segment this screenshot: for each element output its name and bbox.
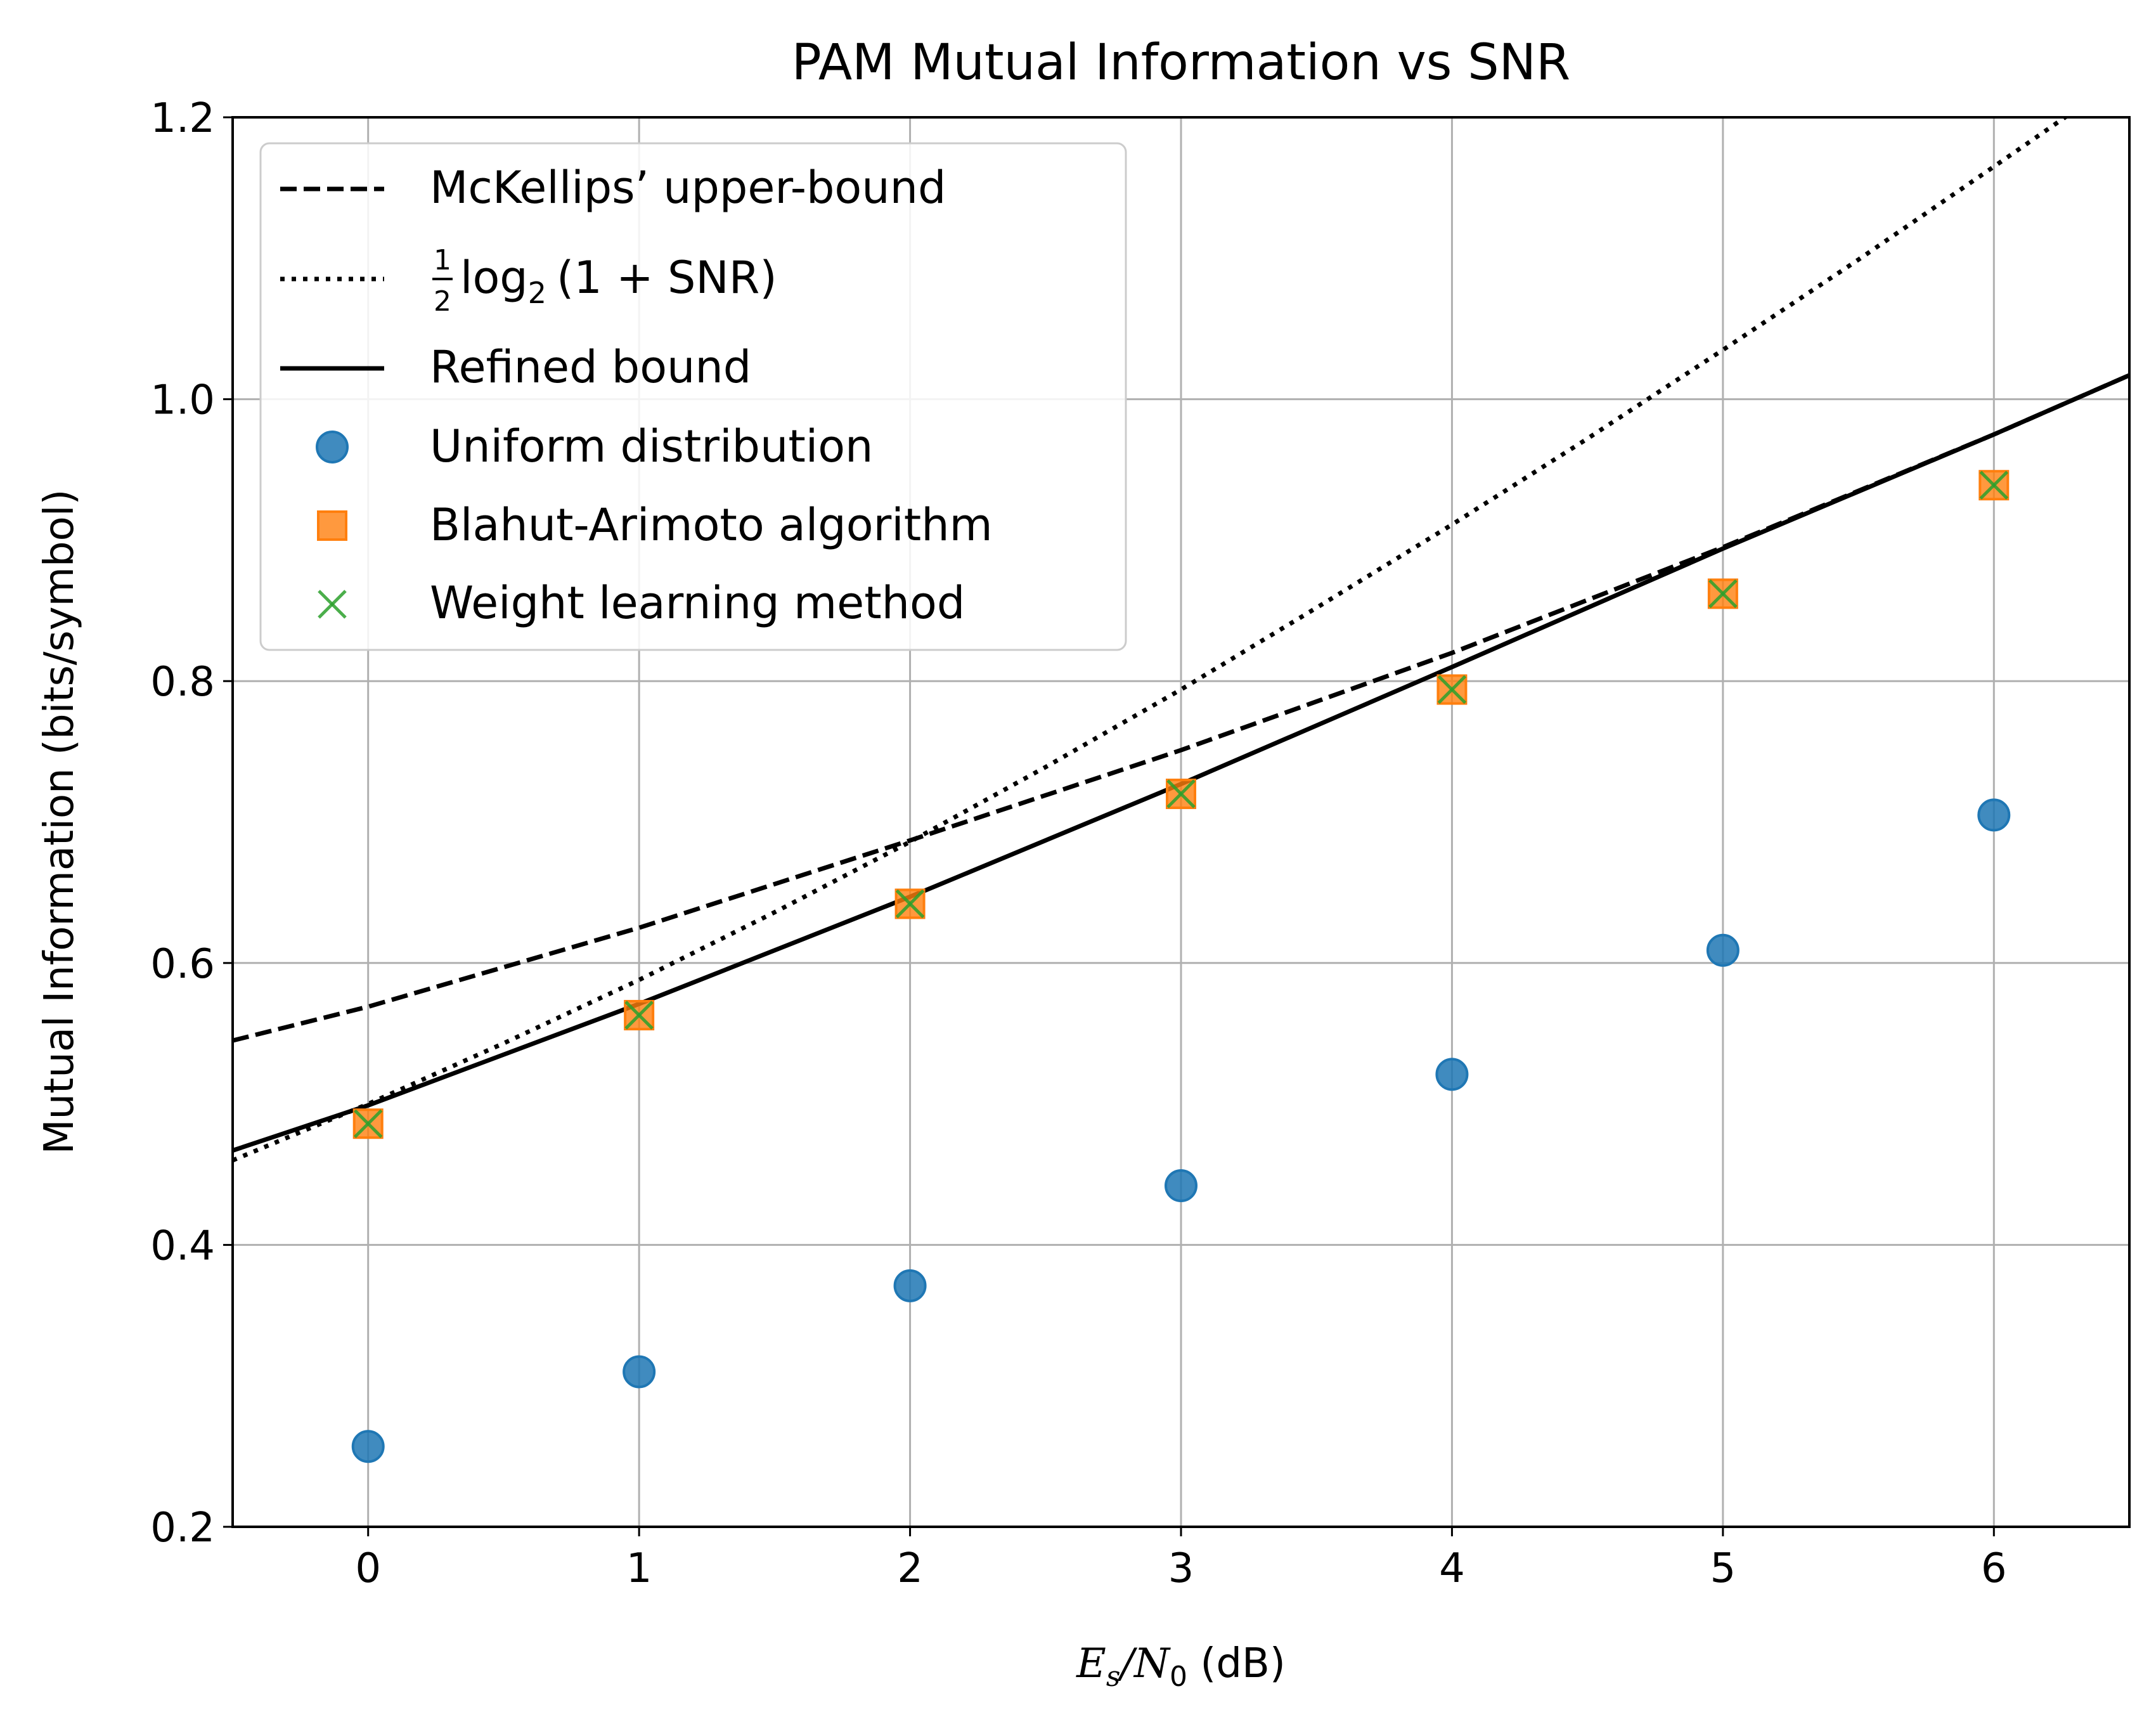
chart-title: PAM Mutual Information vs SNR (792, 34, 1570, 91)
y-tick-label: 1.2 (150, 95, 215, 142)
y-tick-label: 1.0 (150, 377, 215, 424)
x-tick-label: 3 (1168, 1545, 1194, 1592)
point-uniform-distribution (1165, 1169, 1197, 1203)
y-tick-label: 0.4 (150, 1222, 215, 1269)
x-tick-label: 4 (1439, 1545, 1465, 1592)
y-tick-label: 0.2 (150, 1505, 215, 1552)
point-uniform-distribution (1977, 798, 2011, 832)
point-weight-learning-method (624, 1001, 654, 1030)
legend-label-refined: Refined bound (430, 341, 751, 393)
point-uniform-distribution (1435, 1058, 1469, 1091)
point-weight-learning-method (1708, 579, 1738, 609)
point-uniform-distribution (1706, 933, 1740, 967)
legend-box (259, 142, 1127, 651)
svg-text:1: 1 (434, 244, 451, 276)
point-uniform-distribution (623, 1355, 656, 1389)
x-tick-label: 6 (1981, 1545, 2007, 1592)
series-line-half-log2-1-plus-snr (233, 117, 2069, 1163)
point-weight-learning-method (1437, 675, 1467, 704)
svg-text:log2(1 + SNR): log2 (1 + SNR) (460, 252, 777, 310)
point-weight-learning-method (1979, 470, 2009, 500)
y-axis-ticks: 0.2 0.4 0.6 0.8 1.0 1.2 (150, 95, 233, 1552)
svg-text:2: 2 (434, 285, 451, 318)
legend-label-weight: Weight learning method (430, 577, 965, 629)
series-layer (233, 117, 2129, 1463)
legend-label-uniform: Uniform distribution (430, 420, 873, 472)
legend-swatch-weight (318, 590, 347, 619)
x-tick-label: 1 (626, 1545, 652, 1592)
legend: McKellips’ upper-bound 1 2 log2 (1 + SNR)… (259, 142, 1127, 651)
y-tick-label: 0.8 (150, 659, 215, 706)
legend-label-blahut: Blahut-Arimoto algorithm (430, 499, 993, 551)
x-tick-label: 2 (897, 1545, 923, 1592)
y-tick-label: 0.6 (150, 941, 215, 988)
point-uniform-distribution (893, 1269, 927, 1302)
x-tick-label: 0 (355, 1545, 381, 1592)
legend-label-mckellips: McKellips’ upper-bound (430, 162, 946, 214)
x-axis-ticks: 0 1 2 3 4 5 6 (355, 1527, 2007, 1592)
point-weight-learning-method (895, 889, 925, 919)
x-axis-label: Es/N0 (dB) (1076, 1640, 1286, 1693)
x-tick-label: 5 (1710, 1545, 1736, 1592)
legend-swatch-uniform (316, 431, 349, 463)
point-weight-learning-method (1166, 779, 1196, 808)
legend-label-half-log2: 1 2 log2 (1 + SNR) (432, 244, 777, 318)
legend-swatch-blahut (317, 510, 347, 541)
y-axis-label: Mutual Information (bits/symbol) (36, 489, 83, 1154)
point-weight-learning-method (353, 1109, 383, 1138)
point-uniform-distribution (351, 1430, 385, 1463)
